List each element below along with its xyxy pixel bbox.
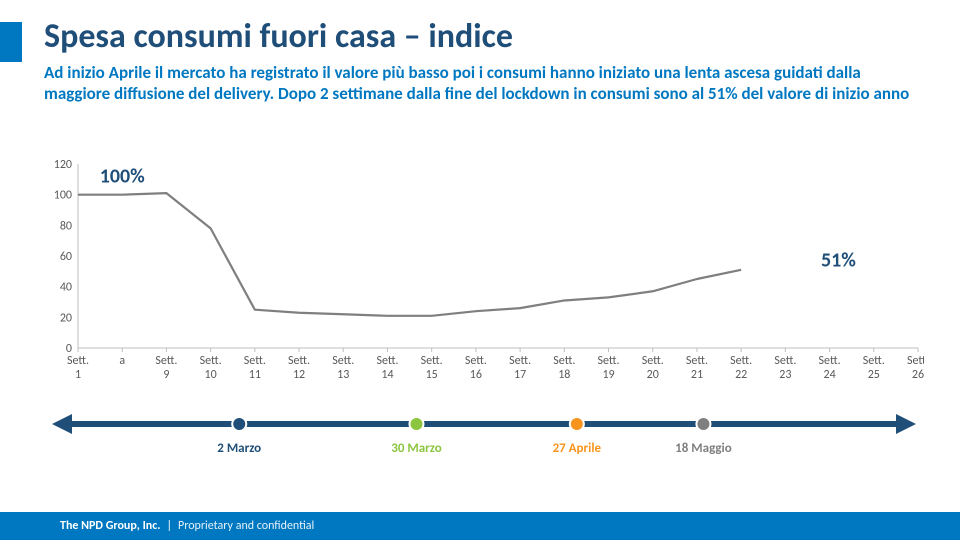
page-subtitle: Ad inizio Aprile il mercato ha registrat…: [44, 62, 920, 105]
footer-group: The NPD Group, Inc.: [60, 519, 160, 533]
svg-text:18: 18: [558, 368, 570, 382]
svg-text:10: 10: [205, 368, 217, 382]
chart-svg: 020406080100120Sett.1aSett.9Sett.10Sett.…: [44, 160, 924, 390]
svg-text:24: 24: [823, 368, 835, 382]
svg-text:30 Marzo: 30 Marzo: [391, 441, 441, 456]
svg-text:Sett.: Sett.: [421, 354, 443, 368]
svg-text:1: 1: [75, 368, 81, 382]
svg-text:100%: 100%: [100, 164, 145, 188]
svg-text:19: 19: [602, 368, 614, 382]
index-line-chart: 020406080100120Sett.1aSett.9Sett.10Sett.…: [44, 160, 924, 390]
timeline: 2 Marzo 30 Marzo 27 Aprile 18 Maggio: [44, 400, 924, 480]
svg-text:Sett.: Sett.: [67, 354, 89, 368]
svg-text:27 Aprile: 27 Aprile: [553, 441, 602, 456]
svg-text:Sett.: Sett.: [465, 354, 487, 368]
svg-text:26: 26: [912, 368, 924, 382]
svg-text:60: 60: [60, 250, 72, 264]
svg-text:14: 14: [381, 368, 393, 382]
svg-text:17: 17: [514, 368, 526, 382]
svg-text:80: 80: [60, 219, 72, 233]
svg-text:120: 120: [54, 160, 72, 172]
svg-text:12: 12: [293, 368, 305, 382]
svg-text:25: 25: [868, 368, 880, 382]
svg-text:Sett.: Sett.: [288, 354, 310, 368]
svg-text:Sett.: Sett.: [597, 354, 619, 368]
svg-text:Sett.: Sett.: [907, 354, 924, 368]
svg-text:Sett.: Sett.: [863, 354, 885, 368]
slide: Spesa consumi fuori casa – indice Ad ini…: [0, 0, 960, 540]
svg-text:Sett.: Sett.: [553, 354, 575, 368]
svg-text:Sett.: Sett.: [155, 354, 177, 368]
svg-text:Sett.: Sett.: [376, 354, 398, 368]
footer-bar: The NPD Group, Inc. | Proprietary and co…: [0, 512, 960, 540]
svg-text:9: 9: [163, 368, 169, 382]
svg-text:100: 100: [54, 189, 72, 203]
svg-text:Sett.: Sett.: [730, 354, 752, 368]
svg-text:Sett.: Sett.: [642, 354, 664, 368]
page-title: Spesa consumi fuori casa – indice: [44, 16, 513, 57]
svg-text:15: 15: [426, 368, 438, 382]
svg-text:21: 21: [691, 368, 703, 382]
svg-text:23: 23: [779, 368, 791, 382]
svg-text:Sett.: Sett.: [200, 354, 222, 368]
footer-confidential: Proprietary and confidential: [178, 519, 314, 533]
svg-text:Sett.: Sett.: [509, 354, 531, 368]
timeline-svg: 2 Marzo 30 Marzo 27 Aprile 18 Maggio: [44, 400, 924, 480]
svg-text:18 Maggio: 18 Maggio: [675, 441, 732, 456]
svg-text:a: a: [119, 354, 125, 368]
svg-text:13: 13: [337, 368, 349, 382]
svg-text:16: 16: [470, 368, 482, 382]
svg-text:20: 20: [647, 368, 659, 382]
accent-bar: [0, 22, 22, 62]
svg-text:11: 11: [249, 368, 261, 382]
svg-text:Sett.: Sett.: [774, 354, 796, 368]
svg-text:Sett.: Sett.: [244, 354, 266, 368]
svg-text:20: 20: [60, 311, 72, 325]
svg-text:22: 22: [735, 368, 747, 382]
svg-text:40: 40: [60, 281, 72, 295]
svg-text:Sett.: Sett.: [686, 354, 708, 368]
svg-text:Sett.: Sett.: [819, 354, 841, 368]
svg-text:51%: 51%: [821, 249, 856, 273]
svg-text:Sett.: Sett.: [332, 354, 354, 368]
svg-text:2 Marzo: 2 Marzo: [217, 441, 261, 456]
footer-separator: |: [166, 519, 172, 533]
